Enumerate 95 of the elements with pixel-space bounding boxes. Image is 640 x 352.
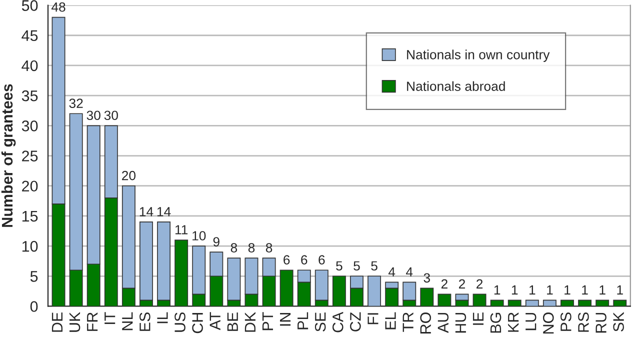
bar (438, 294, 452, 306)
y-tick-label: 35 (22, 90, 38, 102)
x-tick-label: RS (578, 312, 589, 332)
total-label: 5 (354, 261, 360, 271)
legend-label: Nationals abroad (407, 81, 505, 91)
y-tick-label: 5 (30, 271, 38, 282)
total-label: 14 (140, 207, 154, 216)
y-tick-label: 15 (22, 210, 38, 222)
x-tick-label: SK (613, 312, 624, 332)
total-label: 5 (371, 261, 378, 271)
x-tick-label: PT (262, 312, 273, 330)
total-label: 1 (600, 285, 606, 294)
x-tick-label: IL (157, 312, 168, 324)
x-tick-label: TR (402, 312, 414, 332)
total-label: 1 (582, 285, 588, 294)
total-label: 20 (122, 170, 136, 180)
x-tick-label: NO (542, 312, 554, 334)
total-label: 2 (476, 279, 483, 288)
bar (420, 288, 434, 306)
x-tick-label: KR (508, 312, 519, 332)
bar (174, 240, 188, 306)
x-tick-label: CZ (350, 312, 361, 332)
x-tick-label: NL (122, 312, 133, 330)
total-label: 8 (230, 243, 238, 252)
y-tick-label: 50 (22, 0, 38, 11)
total-label: 10 (192, 231, 206, 240)
x-tick-label: UK (70, 312, 80, 332)
legend-label: Nationals in own country (407, 50, 550, 62)
bar (472, 294, 486, 306)
x-tick-label: BE (227, 312, 238, 331)
bar (508, 300, 522, 306)
total-label: 48 (51, 2, 66, 12)
x-tick-label: IT (104, 312, 116, 324)
y-axis-title: Number of grantees (1, 84, 16, 227)
total-label: 1 (494, 285, 500, 294)
y-tick-label: 25 (22, 150, 38, 162)
total-label: 1 (547, 285, 553, 294)
total-label: 8 (248, 243, 255, 252)
total-label: 14 (157, 207, 171, 216)
total-label: 1 (564, 285, 570, 294)
x-tick-label: US (174, 312, 186, 332)
y-tick-label: 45 (22, 30, 38, 42)
x-tick-label: DK (244, 312, 256, 332)
bar (332, 276, 346, 306)
x-tick-label: CH (192, 313, 203, 334)
total-label: 6 (301, 255, 308, 265)
bar (280, 270, 294, 306)
total-label: 5 (336, 261, 342, 271)
bar (578, 300, 592, 306)
bar (596, 300, 610, 306)
bar (613, 300, 627, 306)
y-tick-label: 0 (30, 301, 38, 312)
y-tick-label: 40 (22, 60, 38, 72)
x-tick-label: AT (210, 312, 220, 330)
total-label: 1 (512, 285, 518, 294)
total-label: 3 (424, 273, 430, 283)
total-label: 1 (617, 285, 623, 294)
x-tick-label: IE (472, 312, 484, 325)
x-tick-label: LU (526, 312, 536, 330)
total-label: 2 (441, 279, 448, 288)
x-tick-label: HU (455, 312, 466, 333)
bar (525, 300, 539, 306)
x-tick-label: ES (140, 312, 150, 331)
bar (542, 300, 556, 306)
x-tick-label: AU (438, 312, 449, 333)
x-tick-label: RO (420, 312, 432, 334)
total-label: 9 (213, 237, 220, 246)
x-tick-label: BG (490, 312, 502, 333)
x-tick-label: PS (560, 312, 572, 331)
total-label: 11 (175, 225, 188, 234)
bar (490, 300, 504, 306)
x-tick-label: SE (314, 312, 326, 332)
x-tick-label: FI (368, 313, 378, 324)
y-tick-label: 30 (22, 120, 38, 132)
x-tick-label: DE (52, 312, 62, 332)
x-tick-label: CA (332, 312, 344, 332)
total-label: 30 (86, 110, 100, 120)
total-label: 30 (104, 110, 118, 120)
total-label: 6 (284, 255, 290, 265)
total-label: 8 (266, 243, 272, 252)
bar (368, 276, 382, 306)
y-tick-label: 10 (22, 240, 38, 252)
total-label: 32 (69, 98, 83, 108)
x-tick-label: FR (87, 312, 98, 331)
x-tick-label: RU (596, 312, 606, 333)
y-tick-label: 20 (22, 180, 38, 192)
total-label: 6 (318, 255, 325, 265)
total-label: 1 (530, 285, 536, 294)
total-label: 2 (458, 279, 465, 288)
x-tick-label: EL (385, 312, 396, 330)
x-tick-label: IN (280, 313, 291, 326)
bar (560, 300, 574, 306)
total-label: 4 (406, 267, 413, 276)
x-tick-label: PL (298, 312, 308, 330)
total-label: 4 (388, 267, 396, 276)
